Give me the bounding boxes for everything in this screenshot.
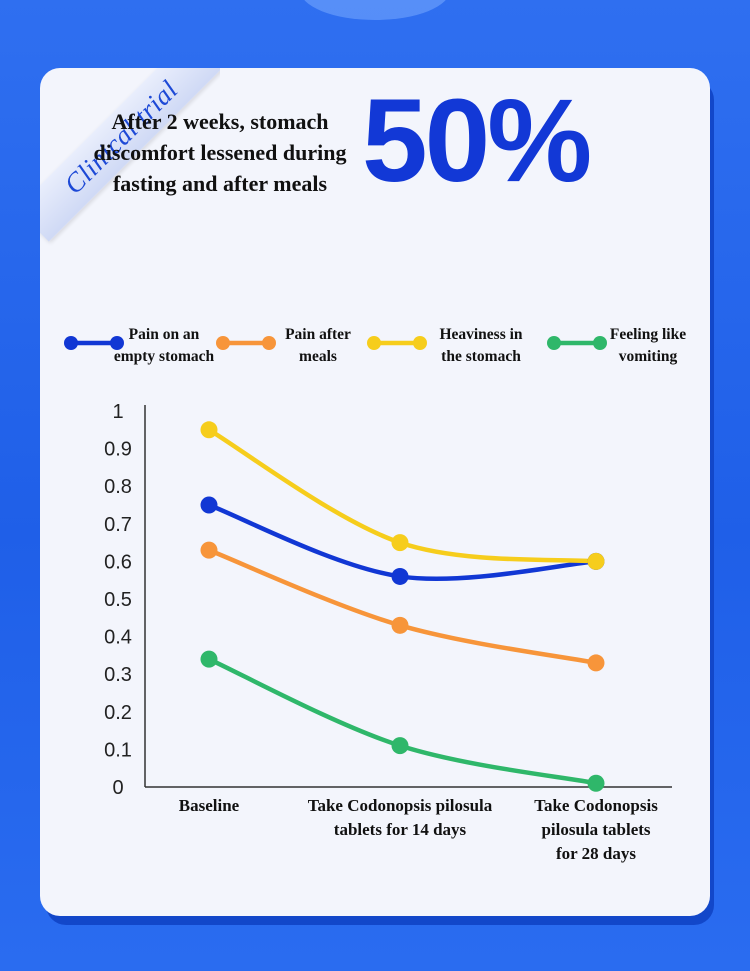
legend-marker-start-3 [547,336,561,350]
top-glow [300,0,450,20]
y-tick-label-10: 1 [112,401,123,423]
data-point-3-0 [200,650,218,668]
legend-marker-end-0 [110,336,124,350]
legend-label-2: Heaviness in the stomach [439,326,522,365]
data-point-2-2 [587,552,605,570]
y-tick-label-0: 0 [112,777,123,799]
y-tick-label-2: 0.2 [104,702,132,724]
y-tick-label-8: 0.8 [104,476,132,498]
legend-marker-end-2 [413,336,427,350]
legend-marker-end-3 [593,336,607,350]
data-point-2-1 [391,534,409,552]
legend-marker-start-2 [367,336,381,350]
x-category-label-2: Take Codonopsis pilosula tablets for 28 da… [534,796,658,863]
series-line-1 [206,547,599,666]
y-tick-label-6: 0.6 [104,551,132,573]
y-tick-label-1: 0.1 [104,739,132,761]
legend-label-1: Pain after meals [285,326,351,365]
legend-marker-start-0 [64,336,78,350]
y-tick-label-4: 0.4 [104,627,132,649]
data-point-0-1 [391,567,409,585]
legend-marker-end-1 [262,336,276,350]
content-card: Clinical trial [40,68,710,916]
data-point-0-0 [200,496,218,514]
highlight-percentage: 50% [362,75,592,207]
data-point-2-0 [200,421,218,439]
data-point-1-2 [587,654,605,672]
series-line-3 [206,656,599,786]
y-tick-label-5: 0.5 [104,589,132,611]
data-point-1-0 [200,541,218,559]
legend-label-0: Pain on an empty stomach [114,326,215,365]
legend-label-3: Feeling like vomiting [610,326,686,365]
data-point-3-2 [587,774,605,792]
y-tick-label-7: 0.7 [104,514,132,536]
y-tick-label-9: 0.9 [104,439,132,461]
x-category-label-1: Take Codonopsis pilosula tablets for 14 d… [308,796,493,839]
data-point-1-1 [391,616,409,634]
y-tick-label-3: 0.3 [104,664,132,686]
x-category-label-0: Baseline [179,796,240,815]
data-point-3-1 [391,737,409,755]
legend-marker-start-1 [216,336,230,350]
headline: After 2 weeks, stomach discomfort lessen… [93,109,347,196]
